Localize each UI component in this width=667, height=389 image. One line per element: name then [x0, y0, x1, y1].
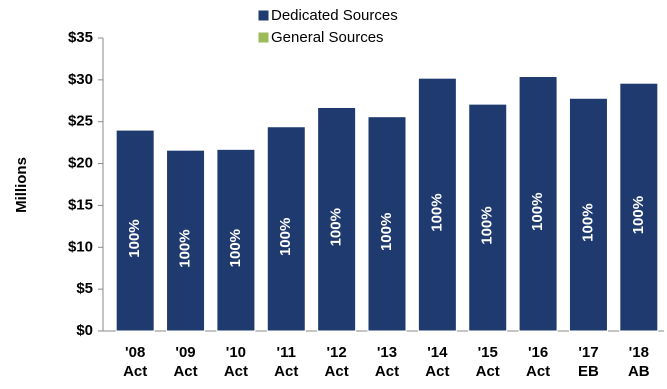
- y-axis-label: Millions: [13, 157, 30, 213]
- bar-segment: [568, 97, 608, 332]
- x-tick-label: '11 Act: [274, 344, 299, 380]
- data-label: 100%: [227, 229, 244, 267]
- legend-swatch: [257, 9, 270, 22]
- bar-segment: [216, 148, 256, 332]
- bar-segment: [468, 103, 508, 332]
- x-tick-label: '17 EB: [578, 344, 599, 380]
- data-label: 100%: [579, 203, 596, 241]
- data-label: 100%: [328, 208, 345, 246]
- y-tick-label: $15: [68, 196, 93, 213]
- y-tick-label: $25: [68, 113, 93, 130]
- x-tick-label: '16 Act: [525, 344, 551, 380]
- data-label: 100%: [479, 206, 496, 244]
- bar-segment: [619, 82, 659, 332]
- x-tick-label: '13 Act: [374, 344, 400, 380]
- data-label: 100%: [630, 196, 647, 234]
- y-tick-label: $5: [76, 280, 93, 297]
- data-label: 100%: [428, 193, 445, 231]
- bar-segment: [266, 126, 306, 332]
- bar-segment: [317, 106, 357, 332]
- x-tick-label: '12 Act: [324, 344, 349, 380]
- y-tick-label: $30: [68, 71, 93, 88]
- x-tick-label: '08 Act: [123, 344, 148, 380]
- bar-segment: [166, 149, 206, 332]
- data-label: 100%: [126, 219, 143, 257]
- bar-segment: [115, 129, 155, 332]
- x-tick-label: '18 AB: [627, 344, 650, 380]
- data-label: 100%: [277, 218, 294, 256]
- x-tick-label: '14 Act: [425, 344, 450, 380]
- bar-segment: [367, 116, 407, 332]
- y-tick-label: $10: [68, 238, 93, 255]
- data-label: 100%: [177, 229, 194, 267]
- data-label: 100%: [378, 213, 395, 251]
- y-tick-label: $35: [68, 29, 93, 46]
- data-label: 100%: [529, 193, 546, 231]
- x-tick-label: '15 Act: [475, 344, 500, 380]
- y-tick-label: $0: [76, 322, 93, 339]
- legend-label: General Sources: [271, 29, 384, 46]
- x-tick-label: '09 Act: [173, 344, 198, 380]
- legend-swatch: [257, 31, 270, 44]
- legend-label: Dedicated Sources: [271, 7, 398, 24]
- bar-segment: [417, 77, 457, 332]
- y-tick-label: $20: [68, 155, 93, 172]
- x-tick-label: '10 Act: [223, 344, 248, 380]
- bar-segment: [518, 76, 558, 332]
